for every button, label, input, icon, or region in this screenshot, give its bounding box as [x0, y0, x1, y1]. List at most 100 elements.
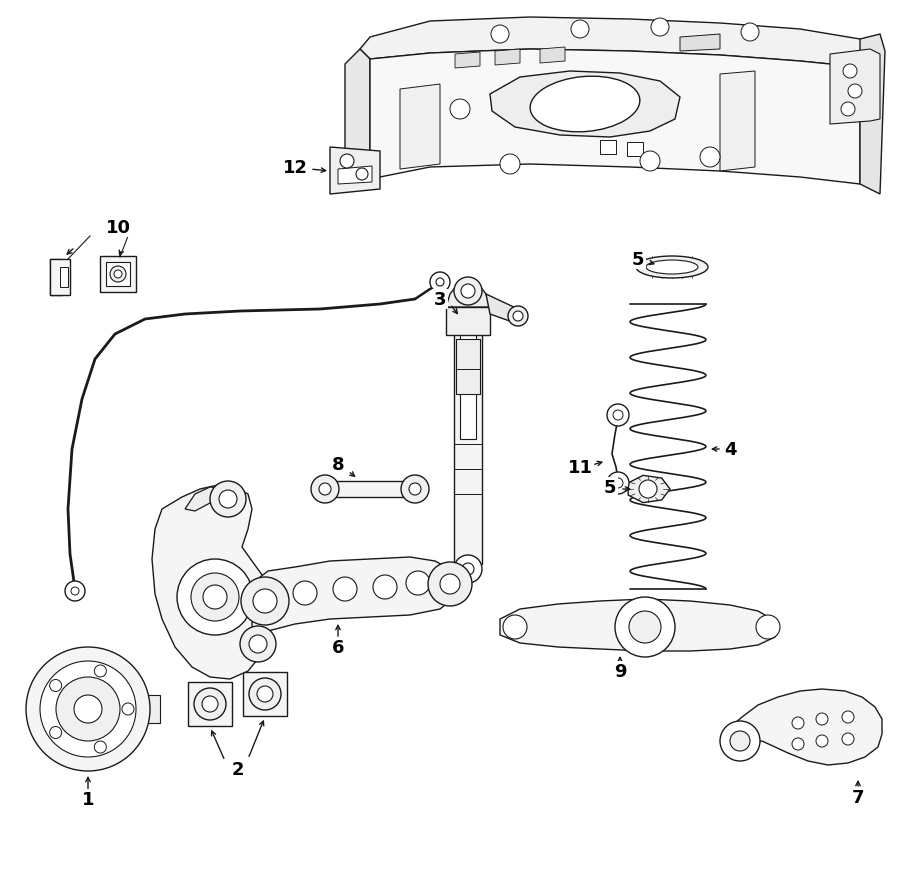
Circle shape [613, 479, 623, 488]
Circle shape [461, 285, 475, 299]
Circle shape [491, 26, 509, 44]
Circle shape [440, 574, 460, 594]
Circle shape [202, 696, 218, 713]
Ellipse shape [636, 256, 708, 279]
Polygon shape [152, 486, 272, 680]
Circle shape [450, 100, 470, 120]
Circle shape [319, 483, 331, 495]
Polygon shape [146, 695, 160, 723]
Circle shape [842, 711, 854, 723]
Circle shape [651, 19, 669, 37]
Circle shape [50, 680, 61, 692]
Circle shape [71, 587, 79, 595]
Polygon shape [360, 18, 870, 68]
Ellipse shape [530, 77, 640, 133]
Circle shape [503, 615, 527, 640]
Circle shape [841, 103, 855, 116]
Polygon shape [188, 682, 232, 726]
Polygon shape [454, 335, 482, 564]
Circle shape [792, 738, 804, 750]
Text: 11: 11 [568, 459, 592, 476]
Circle shape [848, 85, 862, 99]
Circle shape [253, 589, 277, 614]
Polygon shape [540, 48, 565, 64]
Polygon shape [486, 295, 518, 325]
Text: 12: 12 [283, 159, 308, 176]
Circle shape [293, 581, 317, 606]
Circle shape [110, 267, 126, 282]
Polygon shape [680, 35, 720, 52]
Polygon shape [830, 50, 880, 125]
Circle shape [406, 571, 430, 595]
Circle shape [741, 24, 759, 42]
Circle shape [249, 678, 281, 710]
Circle shape [513, 312, 523, 322]
Circle shape [816, 713, 828, 725]
Polygon shape [106, 262, 130, 287]
Circle shape [629, 611, 661, 643]
Polygon shape [250, 557, 458, 640]
Circle shape [94, 741, 106, 753]
Circle shape [65, 581, 85, 601]
Text: 4: 4 [724, 441, 736, 459]
Circle shape [430, 273, 450, 293]
Polygon shape [455, 53, 480, 69]
Polygon shape [728, 689, 882, 765]
Circle shape [50, 726, 61, 739]
Polygon shape [370, 50, 860, 185]
Circle shape [26, 647, 150, 771]
Circle shape [436, 279, 444, 287]
Polygon shape [100, 256, 136, 293]
Polygon shape [400, 85, 440, 169]
Circle shape [607, 473, 629, 494]
Polygon shape [330, 148, 380, 195]
Polygon shape [446, 282, 490, 308]
Circle shape [340, 155, 354, 169]
Text: 1: 1 [82, 790, 94, 808]
Text: 5: 5 [604, 479, 617, 496]
Circle shape [640, 152, 660, 172]
Circle shape [191, 574, 239, 621]
Circle shape [94, 665, 106, 677]
Circle shape [194, 688, 226, 720]
Polygon shape [446, 308, 490, 335]
Polygon shape [456, 340, 480, 395]
Polygon shape [627, 143, 643, 156]
Text: 6: 6 [332, 638, 345, 656]
Circle shape [177, 560, 253, 635]
Circle shape [56, 677, 120, 741]
Circle shape [210, 481, 246, 517]
Polygon shape [50, 260, 70, 295]
Polygon shape [500, 600, 775, 651]
Polygon shape [460, 335, 476, 440]
Circle shape [257, 687, 273, 702]
Text: 2: 2 [232, 760, 244, 778]
Circle shape [240, 627, 276, 662]
Circle shape [792, 717, 804, 729]
Circle shape [249, 635, 267, 653]
Polygon shape [345, 50, 370, 188]
Circle shape [401, 475, 429, 503]
Circle shape [373, 575, 397, 600]
Polygon shape [628, 476, 670, 503]
Text: 7: 7 [851, 788, 864, 806]
Circle shape [730, 731, 750, 751]
Circle shape [40, 661, 136, 757]
Circle shape [203, 586, 227, 609]
Circle shape [843, 65, 857, 79]
Circle shape [842, 733, 854, 745]
Polygon shape [495, 50, 520, 66]
Circle shape [462, 563, 474, 575]
Circle shape [428, 562, 472, 607]
Polygon shape [185, 488, 240, 512]
Polygon shape [60, 268, 68, 288]
Circle shape [409, 483, 421, 495]
Ellipse shape [646, 261, 698, 275]
Polygon shape [720, 72, 755, 172]
Polygon shape [338, 167, 372, 185]
Circle shape [122, 703, 134, 715]
Circle shape [607, 405, 629, 427]
Text: 3: 3 [434, 290, 446, 308]
Circle shape [639, 481, 657, 499]
Circle shape [454, 555, 482, 583]
